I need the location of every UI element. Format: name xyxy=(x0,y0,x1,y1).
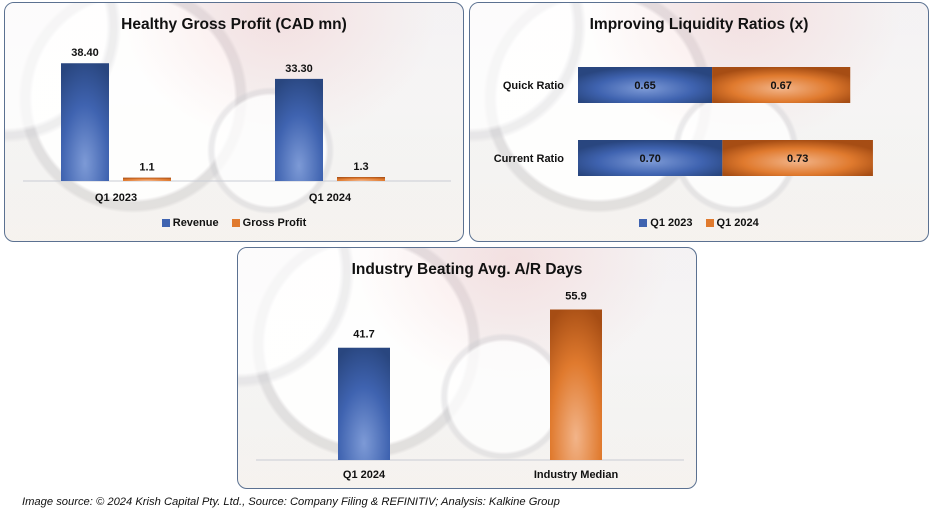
legend-swatch-orange xyxy=(705,219,714,227)
data-label: 41.7 xyxy=(353,329,374,341)
bar-current-ratio-q1-2024 xyxy=(722,140,873,176)
data-label: 0.70 xyxy=(639,153,660,165)
chart-legend: Revenue Gross Profit xyxy=(5,217,463,230)
chart-title: Improving Liquidity Ratios (x) xyxy=(589,16,809,33)
chart-legend: Q1 2023 Q1 2024 xyxy=(470,217,928,230)
legend-label: Q1 2023 xyxy=(650,217,693,229)
legend-item-revenue: Revenue xyxy=(161,217,219,229)
legend-item-gross-profit: Gross Profit xyxy=(231,217,307,229)
bar-revenue-q1-2023 xyxy=(61,63,109,181)
gross-profit-panel: Healthy Gross Profit (CAD mn) 38.40 1.1 Q1… xyxy=(4,2,464,242)
data-label: 55.9 xyxy=(565,291,586,303)
x-tick-label: Q1 2024 xyxy=(343,469,386,481)
legend-label: Revenue xyxy=(172,217,219,229)
ar-days-chart: 41.7 Q1 2024 55.9 Industry Median xyxy=(256,291,684,481)
bar-gross-profit-q1-2023 xyxy=(123,177,171,181)
bar-industry-median xyxy=(550,309,602,460)
data-label: 1.3 xyxy=(353,161,368,173)
liquidity-ratios-panel: Improving Liquidity Ratios (x) Quick Rat… xyxy=(469,2,929,242)
legend-swatch-blue xyxy=(639,219,648,227)
chart-title: Healthy Gross Profit (CAD mn) xyxy=(121,16,347,33)
bar-q1-2024 xyxy=(338,347,390,460)
legend-swatch-blue xyxy=(161,219,170,227)
legend-item-q1-2024: Q1 2024 xyxy=(705,217,759,229)
y-tick-label: Quick Ratio xyxy=(503,80,564,92)
bar-revenue-q1-2024 xyxy=(275,78,323,181)
data-label: 0.67 xyxy=(770,80,791,92)
x-tick-label: Q1 2023 xyxy=(95,192,137,204)
bar-current-ratio-q1-2023 xyxy=(578,140,723,176)
bar-quick-ratio-q1-2023 xyxy=(578,67,713,103)
ar-days-panel: Industry Beating Avg. A/R Days 41.7 Q1 20… xyxy=(237,247,697,489)
data-label: 38.40 xyxy=(71,47,99,59)
legend-item-q1-2023: Q1 2023 xyxy=(639,217,692,229)
data-label: 0.65 xyxy=(634,80,655,92)
x-tick-label: Q1 2024 xyxy=(309,192,352,204)
bar-gross-profit-q1-2024 xyxy=(337,177,385,181)
liquidity-ratios-chart: Quick Ratio 0.65 0.67 Current Ratio 0.70 0.73 xyxy=(494,67,873,176)
legend-label: Gross Profit xyxy=(242,217,307,229)
y-tick-label: Current Ratio xyxy=(494,153,565,165)
legend-swatch-orange xyxy=(231,219,240,227)
bar-quick-ratio-q1-2024 xyxy=(712,67,851,103)
data-label: 0.73 xyxy=(787,153,808,165)
data-label: 33.30 xyxy=(285,63,313,75)
chart-title: Industry Beating Avg. A/R Days xyxy=(351,261,583,278)
x-tick-label: Industry Median xyxy=(534,469,619,481)
image-source-footer: Image source: © 2024 Krish Capital Pty. … xyxy=(22,496,560,508)
legend-label: Q1 2024 xyxy=(716,217,759,229)
data-label: 1.1 xyxy=(139,162,154,174)
gross-profit-chart: 38.40 1.1 Q1 2023 33.30 1.3 Q1 2024 xyxy=(23,47,451,204)
